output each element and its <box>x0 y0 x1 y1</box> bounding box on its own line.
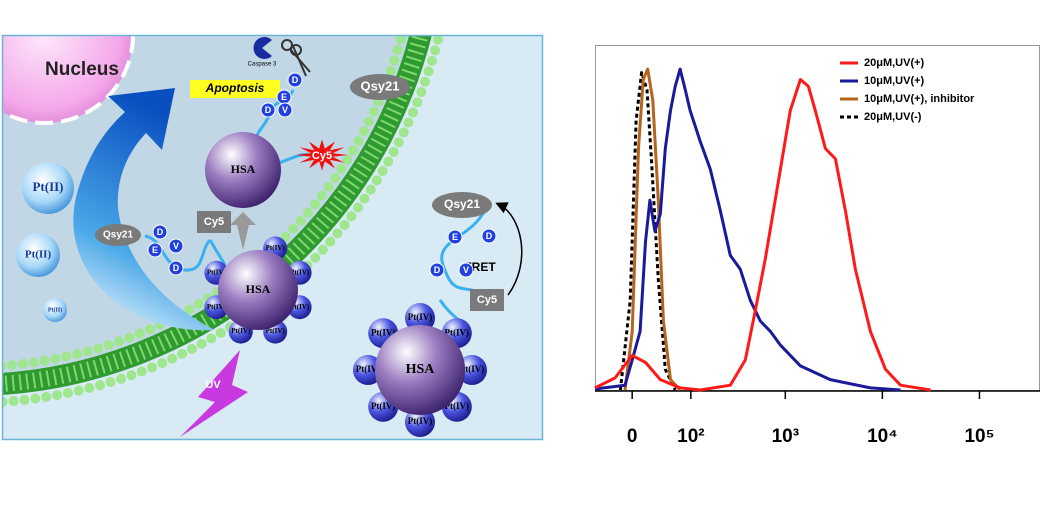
x-tick-label: 0 <box>627 426 638 447</box>
pt-ii-label: Pt(II) <box>32 179 63 194</box>
cell-interior <box>3 36 421 384</box>
pt-iv-ball <box>457 355 487 385</box>
qsy21-ellipse <box>95 224 141 246</box>
pt-ii-label: Pt(II) <box>25 249 52 261</box>
uptake-arrow <box>73 88 215 331</box>
x-tick-label: 10⁵ <box>964 426 994 447</box>
qsy21-label: Qsy21 <box>444 197 480 211</box>
qsy21-label: Qsy21 <box>360 78 399 93</box>
caspase-icon <box>253 37 272 59</box>
peptide-residue <box>481 228 497 244</box>
nucleus-label: Nucleus <box>45 59 119 80</box>
peptide-residue <box>429 262 445 278</box>
pt-iv-label: Pt(IV) <box>356 364 381 374</box>
pt-iv-label: Pt(IV) <box>207 303 227 311</box>
peptide-letter: V <box>463 265 469 275</box>
peptide-linker <box>208 239 227 266</box>
uv-arrow <box>180 350 248 437</box>
hsa-sphere <box>205 132 281 208</box>
peptide-residue <box>168 260 184 276</box>
peptide-letter: D <box>292 75 299 85</box>
cy5-box <box>197 211 231 233</box>
legend-label: 10μM,UV(+), inhibitor <box>864 93 975 105</box>
qsy21-ellipse <box>350 74 410 100</box>
pt-ii-ball <box>16 233 60 277</box>
series-line <box>618 71 677 391</box>
apoptosis-box <box>190 80 280 98</box>
series-line <box>594 78 931 392</box>
pt-iv-label: Pt(IV) <box>290 268 310 276</box>
peptide-letter: E <box>452 232 458 242</box>
peptide-letter: D <box>265 105 272 115</box>
peptide-letter: E <box>281 92 287 102</box>
pt-iv-label: Pt(IV) <box>408 312 433 322</box>
pt-iv-ball <box>353 355 383 385</box>
apoptosis-label: Apoptosis <box>205 81 265 95</box>
qsy21-ellipse <box>432 192 492 218</box>
hsa-label: HSA <box>406 362 436 377</box>
diagram: Nucleus Apoptosis Caspase 3 FRET UV Cy5C… <box>3 36 542 439</box>
pt-ii-ball <box>22 162 74 214</box>
pt-iv-label: Pt(IV) <box>231 327 251 335</box>
cy5-label: Cy5 <box>312 150 332 162</box>
pt-iv-label: Pt(IV) <box>460 364 485 374</box>
hsa-sphere <box>375 325 465 415</box>
peptide-residue <box>168 238 184 254</box>
pt-iv-label: Pt(IV) <box>408 416 433 426</box>
peptide-letter: D <box>486 231 493 241</box>
pt-iv-label: Pt(IV) <box>445 401 470 411</box>
peptide-residue <box>447 229 463 245</box>
series-line <box>623 67 682 392</box>
peptide-residue <box>277 102 293 118</box>
cy5-burst <box>296 139 348 171</box>
uv-label: UV <box>205 379 221 391</box>
pt-iv-ball <box>405 407 435 437</box>
diagram-frame <box>1 34 544 441</box>
caspase-label: Caspase 3 <box>248 62 277 68</box>
peptide-residue <box>458 262 474 278</box>
series-line <box>594 67 901 392</box>
peptide-residue <box>152 224 168 240</box>
legend-label: 20μM,UV(+) <box>864 57 925 69</box>
scissors <box>281 39 311 77</box>
pt-iv-label: Pt(IV) <box>290 303 310 311</box>
pt-iv-ball <box>405 303 435 333</box>
legend-label: 20μM,UV(-) <box>864 111 922 123</box>
peptide-letter: D <box>157 227 164 237</box>
hsa-label: HSA <box>231 162 256 176</box>
pt-iv-label: Pt(IV) <box>445 327 470 337</box>
pt-iv-label: Pt(IV) <box>371 401 396 411</box>
pt-ii-ball <box>43 298 67 322</box>
peptide-residue <box>147 242 163 258</box>
qsy21-label: Qsy21 <box>103 230 133 241</box>
x-tick-label: 10² <box>677 426 704 447</box>
chart: 0 10² 10³ 10⁴ 10⁵ 20μM,UV(+) 10μM,UV(+) 10μM,UV… <box>594 45 1040 447</box>
pt-iv-label: Pt(IV) <box>266 244 286 252</box>
pt-ii-label: Pt(II) <box>48 306 62 313</box>
legend-label: 10μM,UV(+) <box>864 75 925 87</box>
peptide-letter: E <box>152 245 158 255</box>
cy5-label: Cy5 <box>477 294 497 306</box>
hsa-label: HSA <box>246 282 271 296</box>
peptide-letter: V <box>282 105 288 115</box>
cy5-label: Cy5 <box>204 216 224 228</box>
x-tick-label: 10³ <box>772 426 799 447</box>
pt-iv-label: Pt(IV) <box>266 327 286 335</box>
pt-iv-label: Pt(IV) <box>207 268 227 276</box>
peptide-letter: D <box>173 263 180 273</box>
peptide-residue <box>260 102 276 118</box>
x-tick-label: 10⁴ <box>867 426 898 447</box>
release-arrow <box>230 212 256 250</box>
pt-iv-label: Pt(IV) <box>371 327 396 337</box>
hsa-sphere <box>218 250 298 330</box>
peptide-residue <box>287 72 303 88</box>
fret-arrow <box>495 202 523 296</box>
cy5-box <box>470 289 504 311</box>
peptide-letter: V <box>173 241 179 251</box>
nucleus <box>3 36 135 125</box>
peptide-letter: D <box>434 265 441 275</box>
